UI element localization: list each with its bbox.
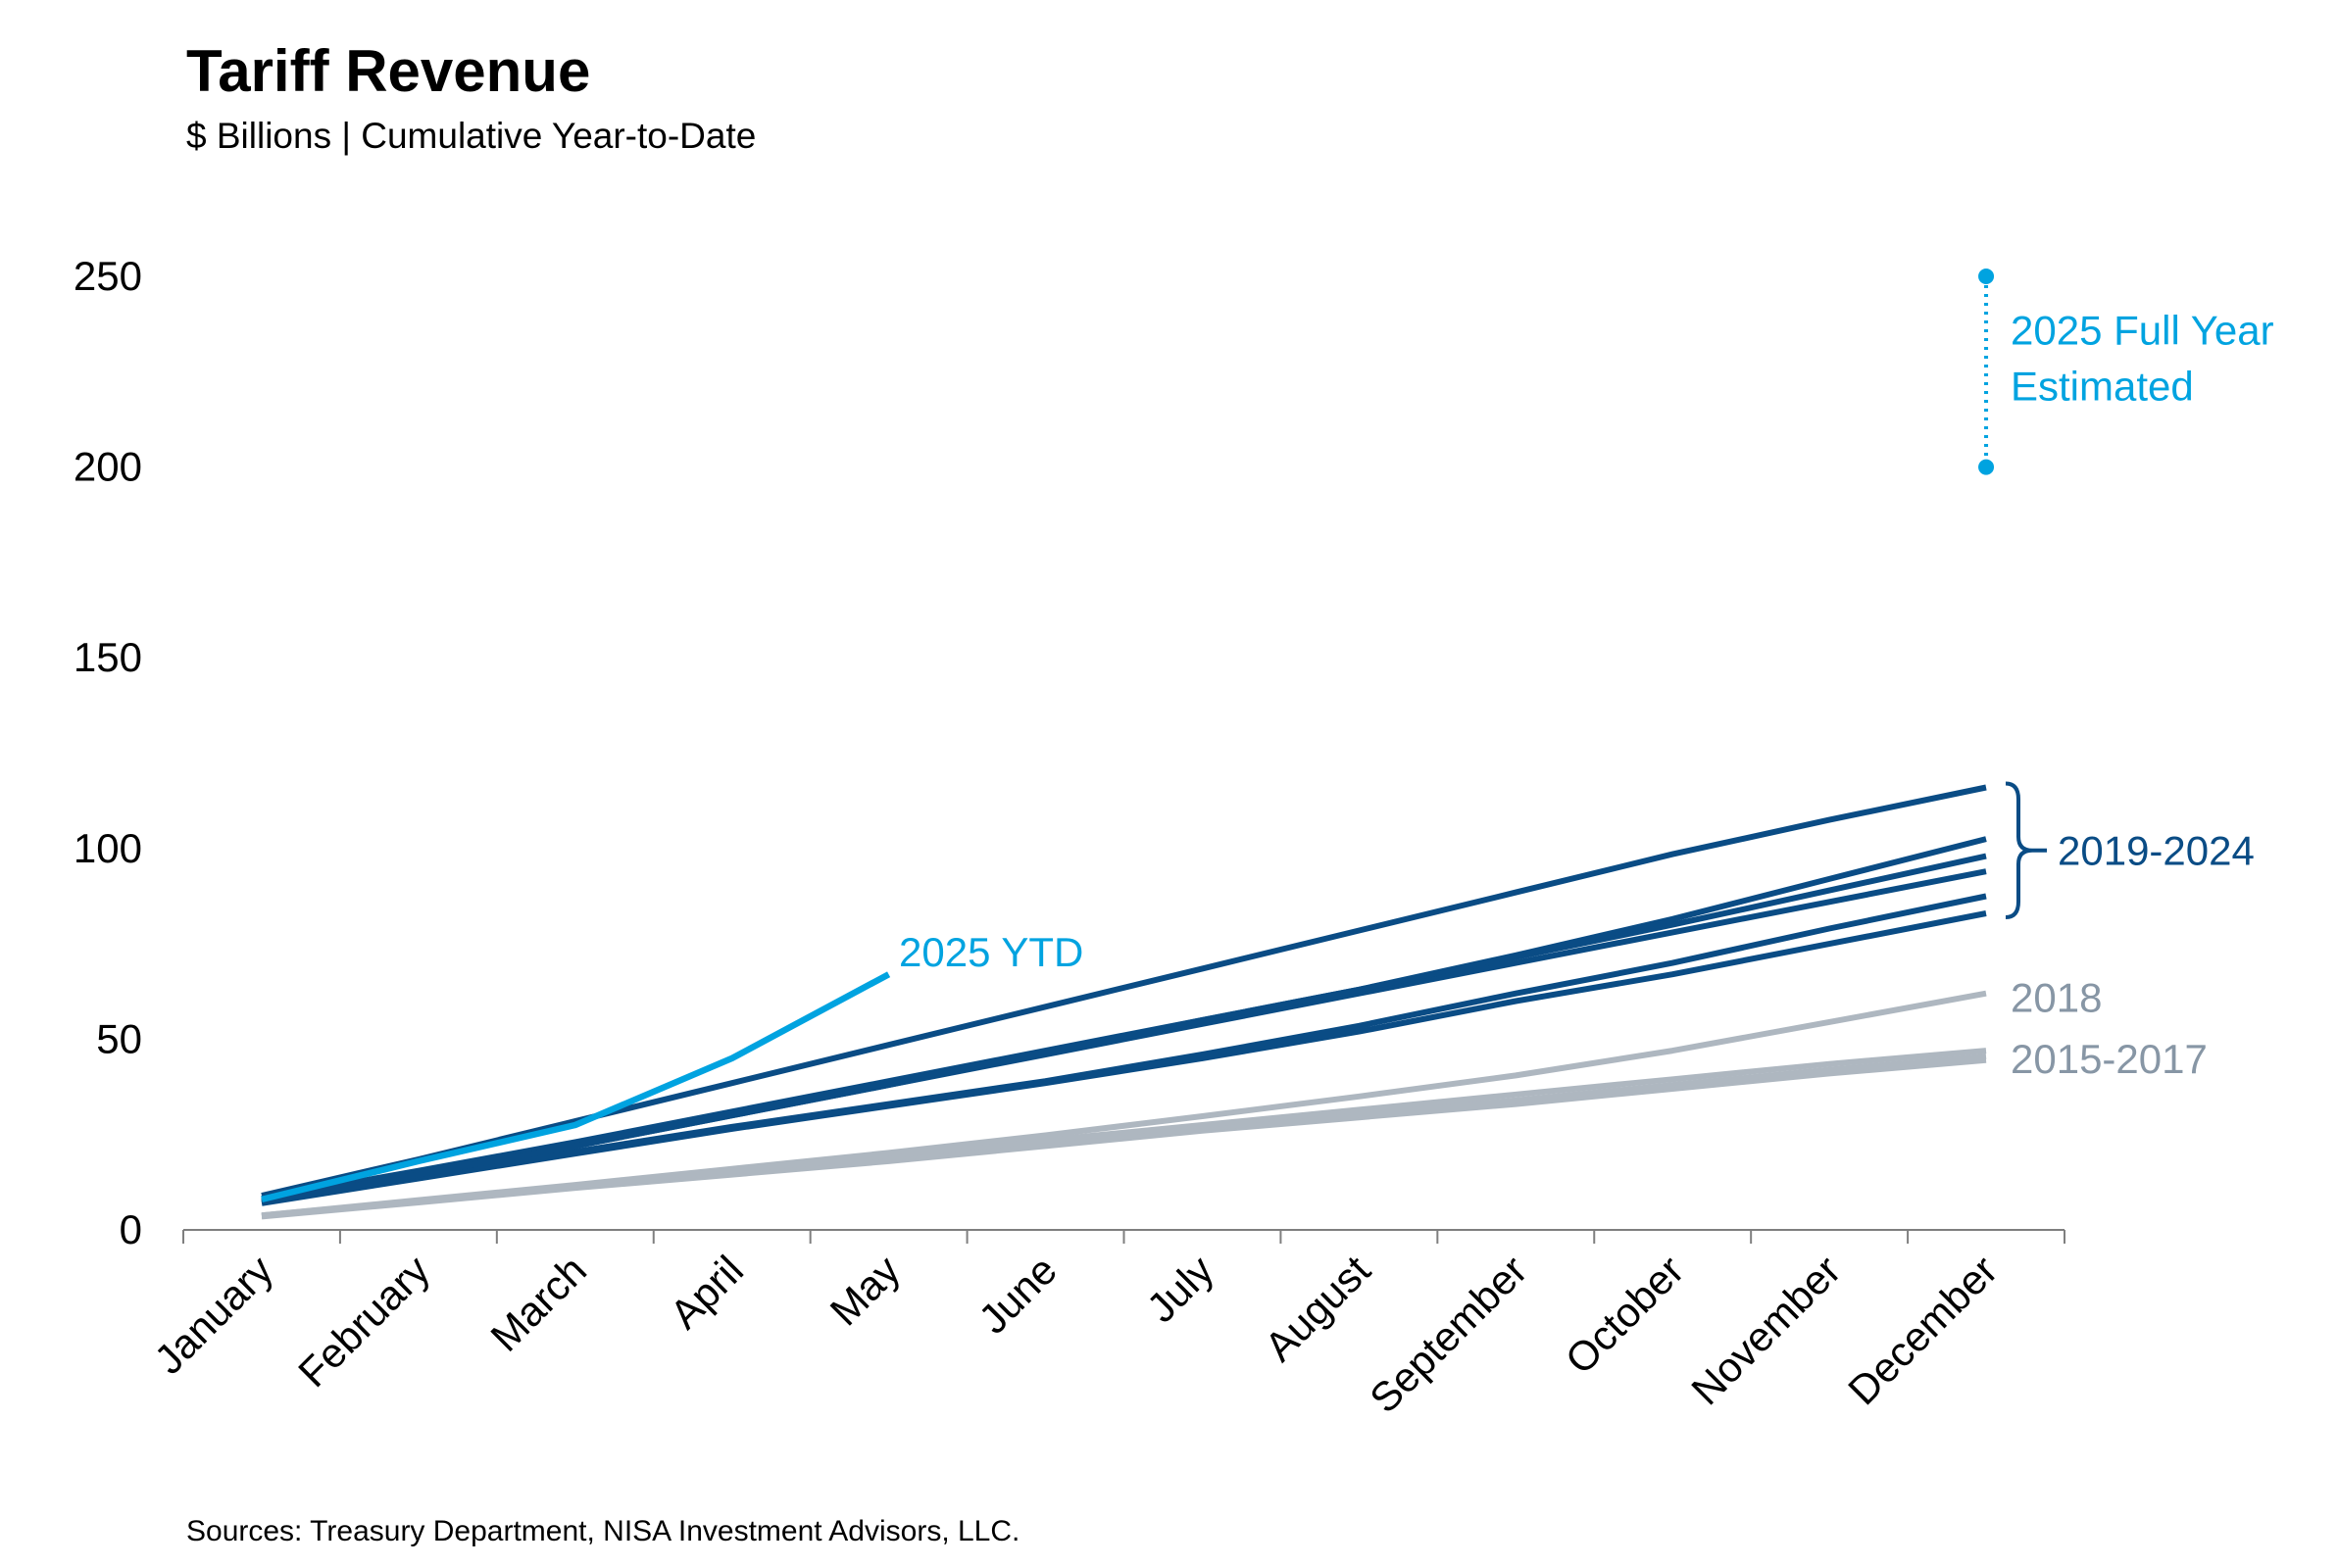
annotation-2019-2024: 2019-2024 <box>2058 828 2255 874</box>
series-line-2020 <box>261 893 1987 1204</box>
x-tick-label: February <box>289 1247 438 1396</box>
y-tick-label: 250 <box>74 253 142 299</box>
x-tick-label: July <box>1138 1247 1222 1331</box>
x-tick-label: November <box>1682 1247 1849 1413</box>
series-line-2018 <box>261 990 1987 1219</box>
series-layer <box>261 269 2047 1220</box>
series-line-2024 <box>261 784 1987 1199</box>
bracket-2019-2024 <box>2005 781 2033 919</box>
x-tick-label: June <box>970 1247 1066 1343</box>
chart-title: Tariff Revenue <box>186 38 591 104</box>
estimate-high-point <box>1978 269 1995 284</box>
x-tick-label: August <box>1256 1247 1379 1370</box>
annotation-2025-full-year-estimated: 2025 Full Year Estimated <box>2011 308 2274 410</box>
estimate-low-point <box>1978 459 1995 475</box>
y-tick-label: 100 <box>74 825 142 871</box>
annotation-2025-ytd: 2025 YTD <box>899 929 1083 975</box>
y-tick-label: 150 <box>74 634 142 680</box>
x-tick-label: January <box>145 1247 281 1383</box>
chart-subtitle: $ Billions | Cumulative Year-to-Date <box>186 116 757 156</box>
chart-plot: January February March April May June July Augu… <box>74 253 2274 1422</box>
chart-source: Sources: Treasury Department, NISA Inves… <box>186 1515 1020 1547</box>
series-line-2023 <box>261 836 1987 1204</box>
annotation-2018: 2018 <box>2011 975 2102 1021</box>
x-tick-label: May <box>821 1247 909 1334</box>
y-tick-label: 50 <box>96 1015 142 1061</box>
x-tick-label: April <box>661 1247 752 1338</box>
series-line-2025-ytd <box>261 971 891 1203</box>
annotation-2015-2017: 2015-2017 <box>2011 1036 2208 1082</box>
x-tick-label: December <box>1839 1247 2006 1413</box>
x-tick-label: October <box>1557 1247 1693 1383</box>
annotation-layer: 2025 YTD 2019-2024 2018 2015-2017 2025 F… <box>899 308 2274 1082</box>
y-tick-label: 200 <box>74 444 142 490</box>
axis-layer: January February March April May June July Augu… <box>74 253 2065 1422</box>
x-tick-label: September <box>1361 1247 1536 1422</box>
y-tick-label: 0 <box>120 1206 142 1252</box>
x-tick-label: March <box>481 1247 595 1360</box>
